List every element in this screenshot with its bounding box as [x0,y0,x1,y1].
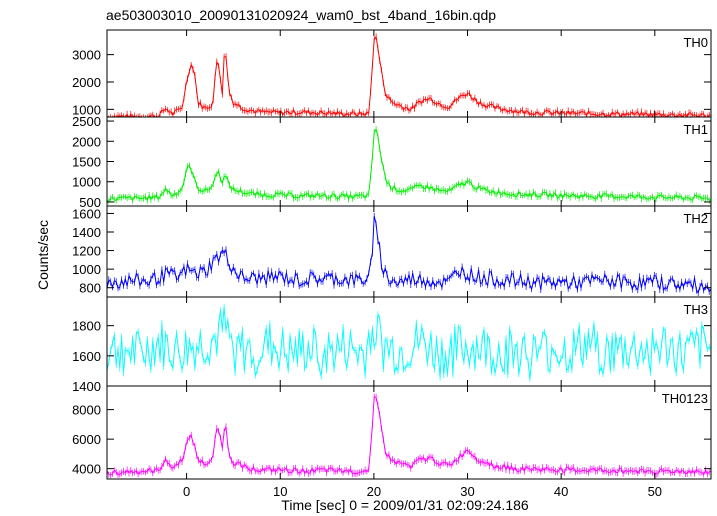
y-tick-label: 4000 [72,462,101,477]
chart-panels: 100020003000TH05001000150020002500TH1800… [72,30,711,499]
y-tick-label: 1000 [72,175,101,190]
error-bars-th1 [107,126,711,204]
x-tick-label: 50 [648,484,662,499]
y-axis-label: Counts/sec [35,220,51,290]
x-axis-label: Time [sec] 0 = 2009/01/31 02:09:24.186 [281,497,529,513]
y-tick-label: 1800 [72,319,101,334]
y-tick-label: 8000 [72,403,101,418]
x-tick-label: 0 [183,484,190,499]
y-tick-label: 1500 [72,155,101,170]
y-tick-label: 2500 [72,114,101,129]
y-tick-label: 800 [79,281,101,296]
y-tick-label: 1600 [72,206,101,221]
panel-label-th0: TH0 [683,35,708,50]
y-tick-label: 2000 [72,75,101,90]
error-bars-th3 [107,304,711,382]
panel-label-th2: TH2 [683,211,708,226]
y-tick-label: 1000 [72,262,101,277]
y-tick-label: 1200 [72,244,101,259]
error-bars-th0 [107,33,711,122]
panel-th3: 1400 1600 1800 TH3 [72,297,711,394]
panel-frame [107,30,711,117]
panel-frame [107,297,711,386]
y-tick-label: 1600 [72,349,101,364]
series-line-th0 [107,37,711,119]
x-tick-label: 30 [460,484,474,499]
x-tick-label: 20 [367,484,381,499]
series-line-th2 [107,216,711,293]
x-tick-label: 10 [273,484,287,499]
panel-frame [107,117,711,206]
panel-th0123: 4000 6000 8000 TH0123 [72,386,711,479]
chart-title: ae503003010_20090131020924_wam0_bst_4ban… [106,7,496,23]
y-tick-label: 1400 [72,379,101,394]
y-tick-label: 6000 [72,432,101,447]
panel-label-th1: TH1 [683,122,708,137]
x-tick-label: 40 [554,484,568,499]
panel-th2: 800 1000 1200 1400 1600 TH2 [72,206,711,297]
y-tick-label: 1400 [72,225,101,240]
panel-label-th3: TH3 [683,302,708,317]
panel-label-th0123: TH0123 [662,391,708,406]
y-tick-label: 2000 [72,134,101,149]
y-tick-label: 3000 [72,48,101,63]
